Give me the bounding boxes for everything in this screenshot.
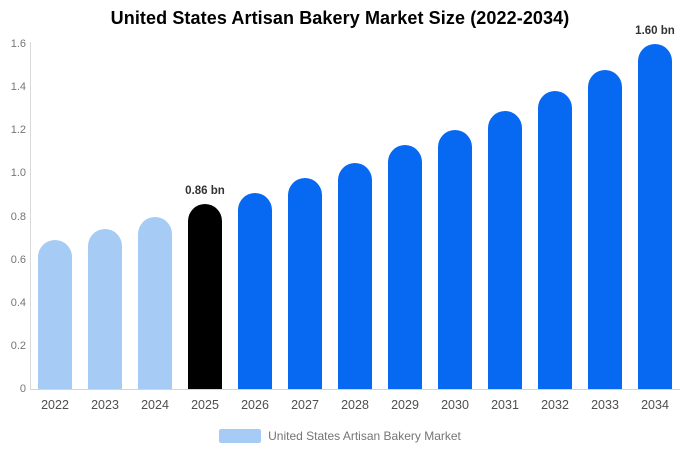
x-tick-label: 2028 (341, 398, 369, 412)
x-tick-label: 2030 (441, 398, 469, 412)
y-tick-label: 1.2 (10, 124, 26, 137)
x-tick-label: 2031 (491, 398, 519, 412)
bar-2025[interactable] (188, 203, 222, 389)
x-tick-label: 2027 (291, 398, 319, 412)
bar-2034[interactable] (638, 44, 672, 389)
bar-2033[interactable] (588, 69, 622, 389)
legend-swatch[interactable] (219, 429, 262, 443)
bar-2022[interactable] (38, 240, 72, 389)
bar-value-label: 0.86 bn (185, 184, 225, 197)
bar-2030[interactable] (438, 130, 472, 389)
y-tick-label: 1.0 (10, 167, 26, 180)
y-tick-label: 0.2 (10, 339, 26, 352)
x-tick-label: 2032 (541, 398, 569, 412)
chart-title: United States Artisan Bakery Market Size… (110, 8, 570, 28)
x-tick-label: 2026 (241, 398, 269, 412)
bar-2023[interactable] (88, 229, 122, 389)
x-tick-label: 2024 (141, 398, 169, 412)
bar-2032[interactable] (538, 91, 572, 389)
y-tick-label: 0.4 (10, 296, 26, 309)
bar-value-label: 1.60 bn (635, 25, 675, 37)
x-tick-label: 2025 (191, 398, 219, 412)
bar-2028[interactable] (338, 162, 372, 389)
bar-2024[interactable] (138, 216, 172, 389)
y-tick-label: 1.4 (10, 81, 26, 94)
x-tick-label: 2029 (391, 398, 419, 412)
legend: United States Artisan Bakery Market (0, 427, 680, 445)
bar-2027[interactable] (288, 177, 322, 389)
y-tick-label: 1.6 (10, 38, 26, 50)
bar-2029[interactable] (388, 145, 422, 389)
x-tick-label: 2022 (41, 398, 69, 412)
x-tick-label: 2034 (641, 398, 669, 412)
x-tick-label: 2033 (591, 398, 619, 412)
y-axis-line (30, 42, 31, 390)
bar-2026[interactable] (238, 192, 272, 389)
y-tick-label: 0.8 (10, 210, 26, 223)
x-tick-label: 2023 (91, 398, 119, 412)
y-tick-label: 0.6 (10, 253, 26, 266)
bar-2031[interactable] (488, 110, 522, 389)
legend-label[interactable]: United States Artisan Bakery Market (268, 429, 461, 443)
y-tick-label: 0 (19, 383, 26, 395)
x-axis-line (30, 389, 680, 390)
